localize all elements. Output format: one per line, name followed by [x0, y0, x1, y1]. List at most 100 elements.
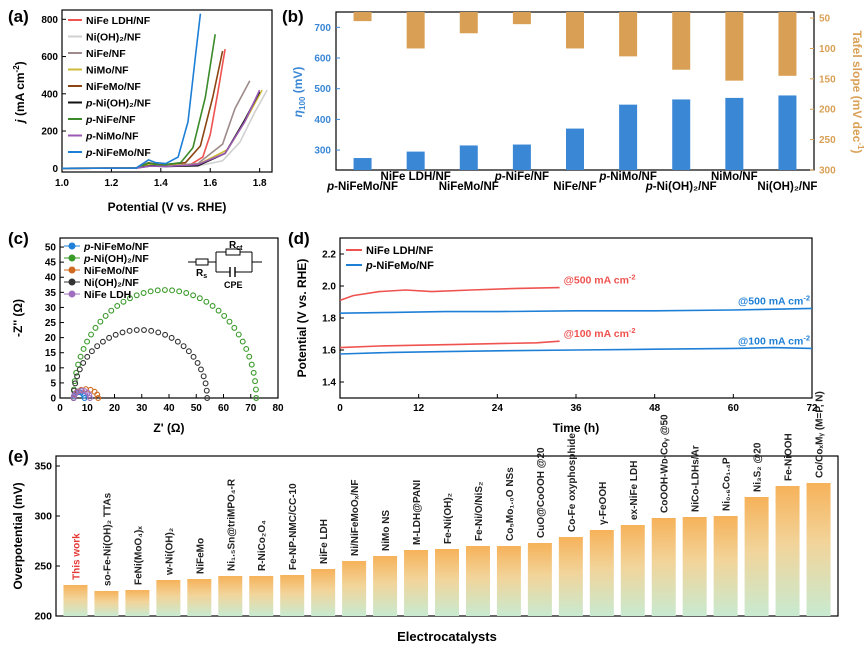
overpotential-bar: [713, 516, 738, 616]
eis-point: [198, 366, 204, 373]
overpotential-bar: [725, 97, 744, 170]
eis-point: [95, 395, 102, 401]
y-tick-label: 35: [45, 288, 57, 299]
tafel-bar: [353, 12, 372, 22]
eis-point: [200, 373, 207, 380]
eis-point: [141, 327, 147, 334]
overpotential-bar: [156, 580, 181, 616]
bar-label: NiCo-LDHs/Ar: [691, 445, 702, 512]
panel-e-x-axis-label: Electrocatalysts: [397, 629, 497, 644]
right-tick-label: 250: [819, 135, 836, 146]
rs-resistor: [195, 258, 209, 266]
eis-point: [108, 307, 115, 314]
x-tick-label: 20: [109, 403, 121, 414]
x-tick-label: 60: [728, 403, 740, 414]
overpotential-bar: [465, 546, 490, 616]
left-tick-label: 300: [314, 146, 331, 157]
bar-label: so-Fe-Ni(OH)₂ TTAs: [102, 492, 113, 586]
eis-point: [119, 329, 126, 336]
eis-point: [80, 359, 87, 366]
tafel-bar: [512, 12, 531, 25]
cpe-label: CPE: [224, 280, 243, 290]
legend-marker: [68, 278, 76, 286]
y-tick-label: 40: [45, 273, 57, 284]
legend-label-nife: NiFe/NF: [86, 48, 126, 60]
eis-point: [74, 373, 81, 380]
panel-a-y-axis-label: j (mA cm-2): [12, 61, 27, 124]
overpotential-bar: [589, 530, 614, 616]
panel-b: (b) 300 400 500 600 700 50 100 150 200 250 300 p-…: [282, 7, 865, 193]
right-tick-label: 150: [819, 74, 836, 85]
eis-point: [246, 353, 253, 360]
eis-point: [148, 327, 155, 334]
left-tick-label: 400: [314, 115, 331, 126]
panel-a: (a) 1.0 1.2 1.4 1.6 1.8 0 200 400 600 800 NiFe L…: [8, 7, 273, 214]
x-tick-label: 10: [82, 403, 94, 414]
eis-point: [221, 312, 228, 319]
overpotential-bar: [672, 99, 691, 170]
panel-e-bars: [63, 483, 831, 616]
overpotential-bar: [512, 144, 531, 170]
overpotential-bar: [496, 546, 521, 616]
x-tick-label: 48: [649, 403, 661, 414]
eis-point: [203, 387, 210, 394]
overpotential-bar: [280, 575, 305, 616]
equivalent-circuit: Rct Rs CPE: [188, 240, 262, 290]
bar-label: NiFe LDH: [319, 519, 330, 564]
annotation: @100 mA cm-2: [738, 333, 810, 347]
overpotential-bar: [353, 158, 372, 170]
overpotential-bar: [406, 151, 425, 170]
eis-point: [190, 353, 197, 360]
legend-label-nioh: Ni(OH)₂/NF: [86, 32, 141, 44]
eis-point: [209, 302, 216, 309]
eis-point: [202, 380, 209, 387]
annotation: @500 mA cm-2: [564, 273, 636, 287]
panel-b-label: (b): [282, 7, 304, 26]
legend-label: p-NiFeMo/NF: [365, 260, 434, 272]
eis-point: [94, 343, 101, 350]
eis-point: [126, 327, 133, 334]
overpotential-bar: [218, 576, 243, 616]
legend-label: Ni(OH)₂/NF: [84, 277, 139, 289]
bar-label: Fe-Ni/O/NiS₂: [474, 482, 485, 541]
overpotential-bar: [435, 549, 459, 616]
overpotential-bar: [187, 579, 212, 616]
eis-point: [140, 290, 147, 296]
eis-point: [161, 287, 168, 293]
panel-a-curves: [61, 13, 268, 170]
eis-point: [84, 353, 91, 360]
legend-label-pnimo: p-NiMo/NF: [85, 131, 139, 143]
overpotential-bar: [125, 590, 150, 616]
category-label: NiMo/NF: [711, 171, 758, 183]
bar-label: Ni/NiFeMoOₓ/NF: [350, 480, 361, 556]
x-tick-label: 50: [191, 403, 203, 414]
stability-line: [339, 346, 813, 355]
x-tick-label: 1.2: [104, 178, 118, 189]
panel-b-left-axis-label: η100 (mV): [291, 67, 307, 118]
eis-point: [99, 338, 106, 345]
overpotential-bar: [249, 576, 274, 616]
panel-a-legend: NiFe LDH/NF Ni(OH)₂/NF NiFe/NF NiMo/NF NiFeM…: [68, 15, 151, 159]
panel-d-lines: [339, 286, 813, 355]
legend-label-pnioh: p-Ni(OH)₂/NF: [85, 98, 151, 110]
panel-c: (c) 0 10 20 30 40 50 60 70 80 0 5 10 15 20 25 30 35 40 45…: [8, 229, 284, 435]
y-tick-label: 30: [45, 303, 57, 314]
eis-point: [231, 324, 238, 331]
eis-point: [73, 369, 80, 376]
rs-label: Rs: [196, 268, 207, 280]
eis-point: [94, 391, 101, 398]
eis-point: [114, 302, 121, 309]
eis-point: [70, 395, 77, 401]
legend-marker: [68, 242, 76, 250]
eis-point: [106, 334, 113, 341]
stability-line: [339, 340, 560, 349]
eis-point: [196, 295, 203, 302]
eis-point: [133, 292, 140, 299]
bar-label: CuO@CoOOH @20: [536, 447, 547, 538]
eis-point: [203, 298, 210, 305]
tafel-bar: [672, 12, 691, 70]
overpotential-bar: [558, 537, 583, 616]
eis-point: [78, 387, 85, 394]
y-tick-label: 800: [41, 15, 58, 26]
